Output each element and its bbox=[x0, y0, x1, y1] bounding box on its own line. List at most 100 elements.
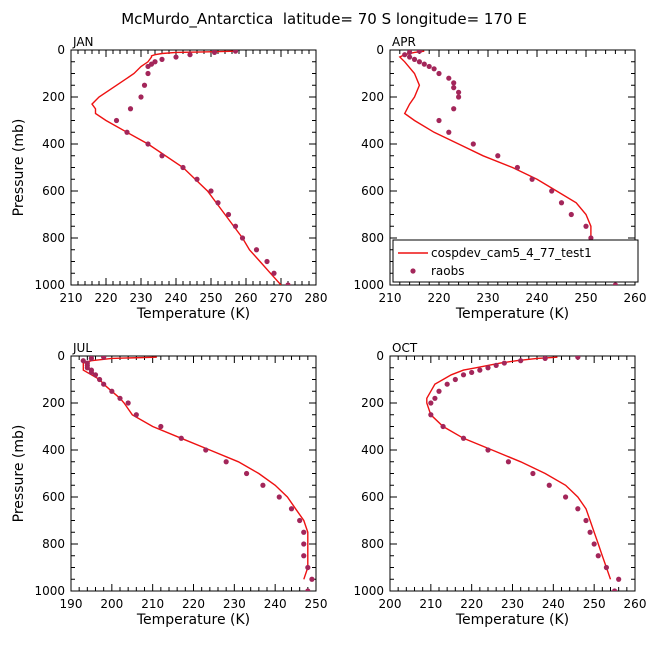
y-tick-label: 800 bbox=[361, 231, 384, 245]
y-tick-label: 400 bbox=[42, 443, 65, 457]
raobs-point bbox=[133, 412, 139, 418]
raobs-point bbox=[285, 282, 291, 285]
raobs-point bbox=[549, 188, 555, 194]
raobs-point bbox=[145, 141, 151, 147]
raobs-point bbox=[124, 129, 130, 135]
raobs-point bbox=[575, 506, 581, 512]
raobs-point bbox=[243, 470, 250, 477]
y-tick-label: 800 bbox=[42, 537, 65, 551]
raobs-point bbox=[117, 395, 123, 401]
raobs-point bbox=[460, 435, 467, 441]
y-tick-label: 600 bbox=[42, 184, 65, 198]
y-tick-label: 800 bbox=[361, 537, 384, 551]
y-tick-label: 0 bbox=[57, 43, 65, 57]
raobs-point bbox=[587, 529, 593, 535]
raobs-point bbox=[92, 372, 99, 378]
raobs-point bbox=[288, 506, 295, 512]
y-axis-title: Pressure (mb) bbox=[11, 119, 27, 217]
raobs-point bbox=[470, 141, 476, 147]
raobs-point bbox=[440, 423, 446, 430]
raobs-point bbox=[446, 75, 452, 81]
x-tick-label: 190 bbox=[60, 597, 83, 611]
raobs-point bbox=[495, 153, 501, 159]
x-tick-label: 200 bbox=[100, 597, 123, 611]
panel-label: JUL bbox=[72, 341, 92, 355]
raobs-point bbox=[309, 576, 315, 582]
raobs-point bbox=[451, 106, 457, 112]
raobs-point bbox=[518, 358, 524, 364]
y-tick-label: 1000 bbox=[353, 584, 384, 598]
x-tick-label: 210 bbox=[60, 291, 83, 305]
x-tick-label: 240 bbox=[542, 597, 565, 611]
y-tick-label: 200 bbox=[361, 90, 384, 104]
raobs-point bbox=[421, 61, 427, 67]
raobs-point bbox=[436, 70, 442, 77]
raobs-point bbox=[595, 553, 601, 559]
raobs-point bbox=[501, 360, 507, 366]
legend-label-obs: raobs bbox=[431, 264, 465, 278]
raobs-point bbox=[583, 517, 589, 524]
y-tick-label: 400 bbox=[361, 443, 384, 457]
raobs-point bbox=[141, 82, 148, 88]
raobs-point bbox=[530, 470, 536, 477]
raobs-point bbox=[158, 423, 164, 430]
raobs-point bbox=[301, 529, 307, 535]
x-tick-label: 230 bbox=[501, 597, 524, 611]
x-tick-label: 220 bbox=[182, 597, 205, 611]
raobs-point bbox=[407, 54, 413, 60]
raobs-point bbox=[611, 588, 618, 591]
raobs-point bbox=[101, 356, 107, 360]
y-tick-label: 400 bbox=[42, 137, 65, 151]
y-tick-label: 200 bbox=[361, 396, 384, 410]
raobs-point bbox=[159, 153, 165, 159]
raobs-point bbox=[194, 176, 200, 182]
y-tick-label: 600 bbox=[42, 490, 65, 504]
raobs-point bbox=[505, 459, 512, 465]
raobs-point bbox=[588, 235, 594, 241]
raobs-point bbox=[444, 381, 450, 387]
raobs-point bbox=[546, 482, 552, 488]
figure-title: McMurdo_Antarctica latitude= 70 S longit… bbox=[121, 10, 527, 29]
raobs-point bbox=[260, 482, 266, 488]
x-tick-label: 220 bbox=[95, 291, 118, 305]
raobs-point bbox=[583, 223, 589, 229]
raobs-point bbox=[88, 369, 95, 376]
raobs-point bbox=[305, 588, 311, 591]
raobs-point bbox=[456, 94, 462, 100]
raobs-point bbox=[145, 70, 151, 77]
raobs-point bbox=[426, 63, 432, 70]
y-tick-label: 0 bbox=[376, 349, 384, 363]
x-axis-title: Temperature (K) bbox=[455, 306, 569, 322]
x-tick-label: 210 bbox=[419, 597, 442, 611]
x-tick-label: 230 bbox=[223, 597, 246, 611]
raobs-point bbox=[113, 117, 120, 124]
raobs-point bbox=[493, 362, 499, 368]
raobs-point bbox=[485, 365, 491, 371]
x-tick-label: 210 bbox=[141, 597, 164, 611]
x-tick-label: 250 bbox=[200, 291, 223, 305]
raobs-point bbox=[138, 94, 144, 100]
x-tick-label: 220 bbox=[428, 291, 451, 305]
y-tick-label: 0 bbox=[376, 43, 384, 57]
x-axis-title: Temperature (K) bbox=[136, 612, 250, 628]
raobs-point bbox=[451, 80, 457, 86]
x-tick-label: 280 bbox=[305, 291, 328, 305]
raobs-point bbox=[223, 459, 229, 465]
raobs-point bbox=[603, 564, 610, 571]
y-tick-label: 0 bbox=[57, 349, 65, 363]
raobs-point bbox=[446, 129, 452, 135]
raobs-point bbox=[305, 564, 311, 571]
y-axis-title: Pressure (mb) bbox=[11, 425, 27, 523]
raobs-point bbox=[591, 541, 597, 547]
panel-label: OCT bbox=[392, 341, 418, 355]
raobs-point bbox=[127, 106, 134, 112]
raobs-point bbox=[297, 517, 303, 524]
x-tick-label: 240 bbox=[526, 291, 549, 305]
raobs-point bbox=[96, 376, 103, 383]
x-tick-label: 230 bbox=[130, 291, 153, 305]
y-tick-label: 400 bbox=[361, 137, 384, 151]
x-tick-label: 240 bbox=[264, 597, 287, 611]
model-profile-line bbox=[426, 356, 612, 580]
